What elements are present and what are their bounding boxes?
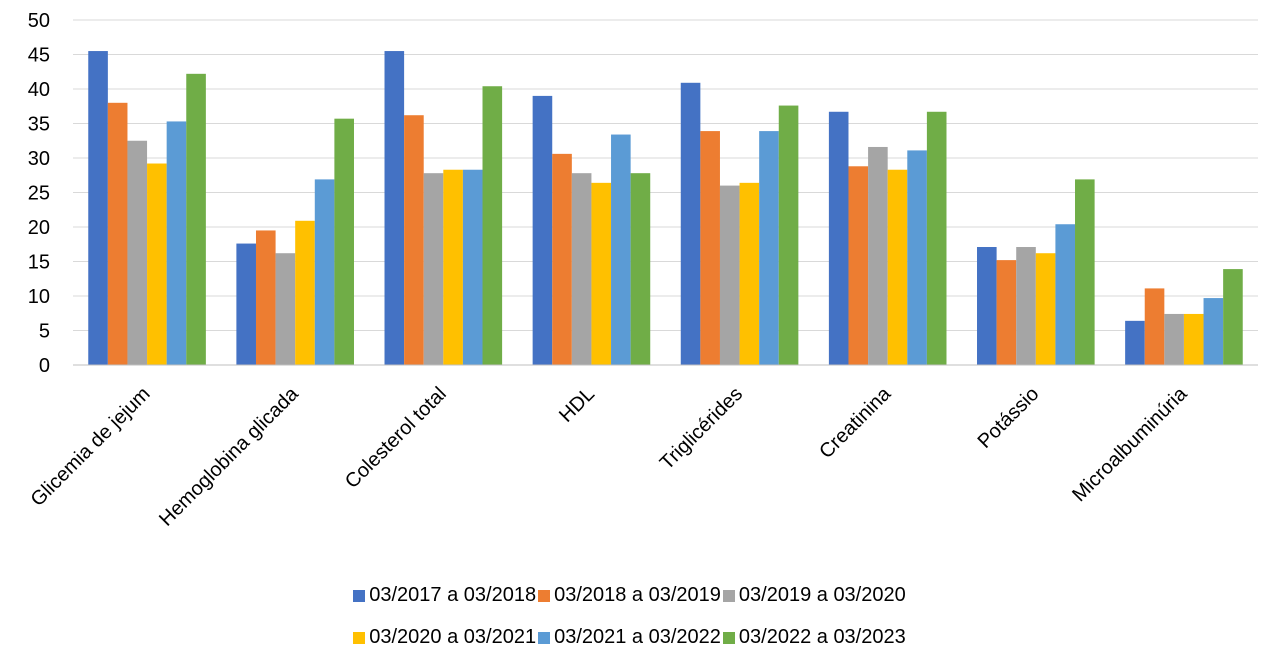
legend-swatch bbox=[538, 589, 551, 602]
legend-swatch bbox=[353, 589, 366, 602]
bar bbox=[236, 243, 256, 365]
bar bbox=[887, 169, 908, 365]
bar bbox=[552, 153, 572, 365]
bar bbox=[1183, 313, 1204, 365]
y-tick-label: 5 bbox=[39, 321, 50, 343]
bar bbox=[532, 95, 553, 366]
bar bbox=[719, 185, 740, 365]
y-tick-label: 45 bbox=[28, 45, 50, 67]
legend-item: 03/2022 a 03/2023 bbox=[722, 626, 906, 649]
bar bbox=[1223, 269, 1243, 365]
bar bbox=[423, 173, 444, 365]
bar bbox=[1016, 247, 1036, 365]
legend-swatch bbox=[722, 631, 735, 644]
bar bbox=[828, 111, 849, 366]
bar bbox=[127, 140, 148, 365]
y-tick-label: 10 bbox=[28, 286, 50, 308]
y-tick-label: 35 bbox=[28, 114, 50, 136]
bar bbox=[700, 131, 720, 365]
y-tick-label: 15 bbox=[28, 252, 50, 274]
bar bbox=[868, 146, 888, 365]
bar bbox=[404, 115, 424, 365]
bar bbox=[314, 179, 335, 365]
x-tick-label: HDL bbox=[555, 383, 599, 427]
bar bbox=[255, 230, 276, 365]
legend-swatch bbox=[538, 631, 551, 644]
bar bbox=[591, 182, 612, 365]
bar bbox=[977, 247, 997, 365]
legend-swatch bbox=[722, 589, 735, 602]
x-tick-label: Microalbuminúria bbox=[1068, 382, 1192, 506]
bar bbox=[680, 82, 701, 365]
bar bbox=[630, 173, 651, 365]
x-tick-label: Potássio bbox=[974, 383, 1044, 453]
bar bbox=[778, 105, 799, 365]
y-tick-label: 20 bbox=[28, 217, 50, 239]
bar bbox=[166, 121, 187, 366]
y-tick-label: 25 bbox=[28, 183, 50, 205]
x-tick-label: Creatinina bbox=[815, 382, 896, 463]
bar bbox=[275, 253, 296, 365]
x-tick-label: Glicemia de jejum bbox=[27, 383, 155, 511]
legend-label: 03/2021 a 03/2022 bbox=[554, 626, 721, 648]
bar bbox=[147, 163, 167, 365]
bar bbox=[1035, 253, 1056, 365]
y-tick-label: 30 bbox=[28, 148, 50, 170]
x-tick-label: Colesterol total bbox=[341, 383, 451, 493]
y-tick-label: 40 bbox=[28, 79, 50, 101]
bar bbox=[1203, 298, 1224, 365]
bar bbox=[462, 169, 483, 365]
bar bbox=[384, 51, 405, 366]
legend-item: 03/2019 a 03/2020 bbox=[722, 584, 906, 607]
bar bbox=[926, 111, 947, 366]
x-axis-ticks: Glicemia de jejum Hemoglobina glicada Cole… bbox=[27, 382, 1192, 530]
bar bbox=[88, 51, 108, 366]
bar bbox=[186, 73, 206, 365]
bar bbox=[907, 150, 927, 365]
bar bbox=[1125, 320, 1145, 365]
bar bbox=[295, 220, 315, 365]
x-tick-label: Hemoglobina glicada bbox=[155, 382, 303, 530]
bar bbox=[1075, 179, 1095, 365]
legend-item: 03/2021 a 03/2022 bbox=[538, 626, 721, 649]
legend-swatch bbox=[353, 631, 366, 644]
legend-item: 03/2018 a 03/2019 bbox=[538, 584, 721, 607]
bar bbox=[611, 134, 631, 365]
bar bbox=[571, 173, 592, 365]
bar bbox=[482, 86, 503, 366]
legend-item: 03/2017 a 03/2018 bbox=[353, 584, 536, 607]
legend-label: 03/2018 a 03/2019 bbox=[554, 584, 721, 606]
legend-row-2: 03/2020 a 03/2021 03/2021 a 03/2022 03/202… bbox=[0, 626, 1261, 649]
bar bbox=[1144, 288, 1165, 365]
bars bbox=[88, 51, 1243, 366]
bar bbox=[443, 169, 463, 365]
y-tick-label: 0 bbox=[39, 355, 50, 377]
legend-item: 03/2020 a 03/2021 bbox=[353, 626, 536, 649]
legend-label: 03/2019 a 03/2020 bbox=[738, 584, 906, 606]
bar bbox=[739, 182, 760, 365]
bar bbox=[334, 118, 354, 365]
bar bbox=[996, 260, 1017, 365]
y-tick-label: 50 bbox=[28, 10, 50, 32]
bar bbox=[1164, 313, 1184, 365]
y-axis-ticks: 0 5 10 15 20 25 30 35 40 45 50 bbox=[28, 10, 50, 377]
legend-label: 03/2022 a 03/2023 bbox=[738, 626, 906, 648]
legend-row-1: 03/2017 a 03/2018 03/2018 a 03/2019 03/201… bbox=[0, 584, 1261, 607]
bar bbox=[759, 131, 779, 365]
x-tick-label: Triglicérides bbox=[656, 383, 747, 474]
bar bbox=[1055, 224, 1076, 365]
bar bbox=[848, 166, 869, 365]
legend-label: 03/2017 a 03/2018 bbox=[369, 584, 537, 606]
bar bbox=[107, 102, 128, 366]
legend-label: 03/2020 a 03/2021 bbox=[369, 626, 537, 648]
